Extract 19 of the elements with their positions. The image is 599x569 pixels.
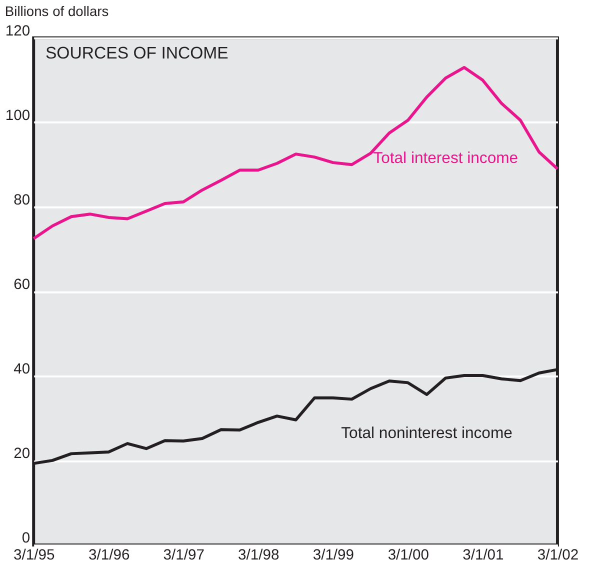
x-tick-label: 3/1/02 <box>537 547 579 564</box>
y-tick-label: 120 <box>5 23 30 40</box>
series-label: Total noninterest income <box>341 425 513 442</box>
x-tick-label: 3/1/99 <box>312 547 354 564</box>
y-tick-label: 60 <box>14 276 30 293</box>
series-label: Total interest income <box>373 150 518 168</box>
y-tick-label: 40 <box>14 361 30 378</box>
x-tick-label: 3/1/98 <box>238 547 280 564</box>
x-tick-label: 3/1/00 <box>388 547 430 564</box>
x-tick-label: 3/1/01 <box>462 547 504 564</box>
y-tick-label: 80 <box>14 192 30 208</box>
y-tick-label: 20 <box>14 446 30 462</box>
chart-title: SOURCES OF INCOME <box>45 44 228 63</box>
y-axis-title: Billions of dollars <box>4 3 109 20</box>
y-tick-label: 100 <box>5 108 30 124</box>
x-tick-label: 3/1/95 <box>14 547 55 564</box>
x-tick-label: 3/1/96 <box>88 547 130 564</box>
x-tick-label: 3/1/97 <box>163 547 204 564</box>
y-tick-label: 0 <box>22 530 30 546</box>
